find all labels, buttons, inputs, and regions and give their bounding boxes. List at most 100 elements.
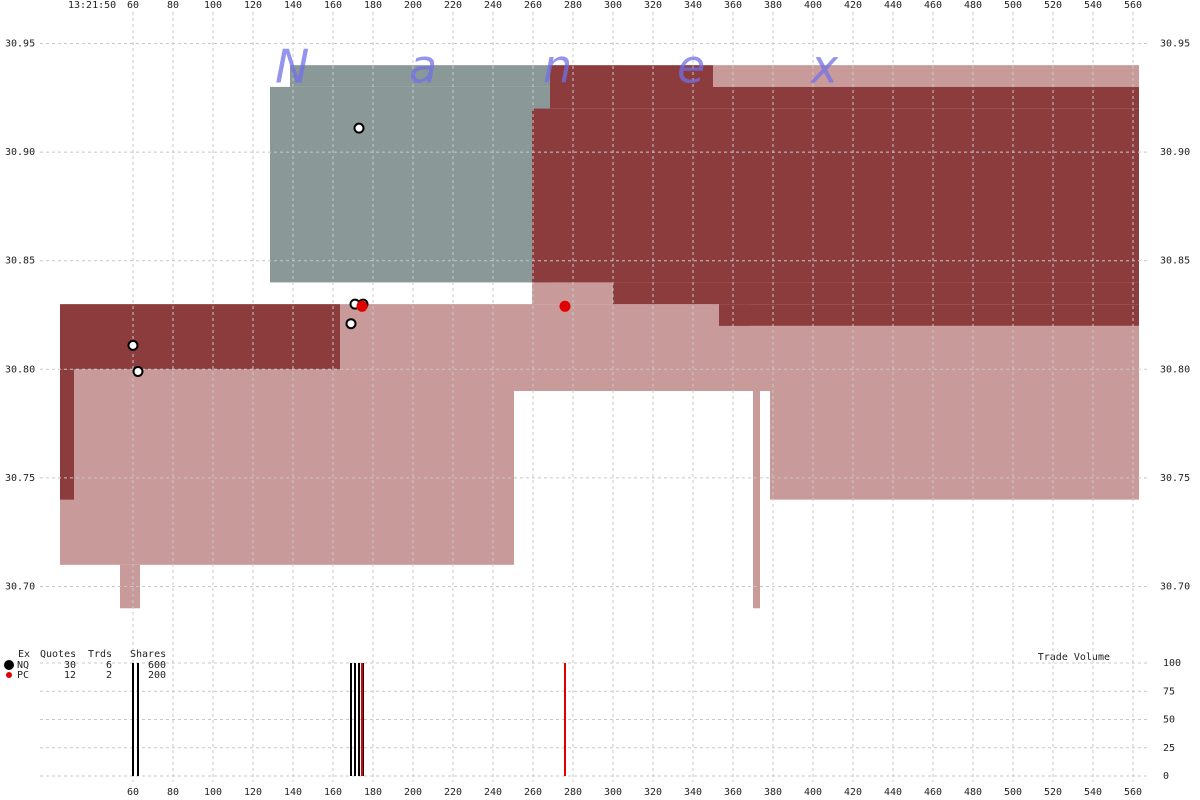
y-tick-label: 25: [1163, 743, 1175, 754]
quote-region: [60, 304, 340, 370]
x-tick-label: 380: [764, 787, 782, 798]
x-tick-label: 400: [804, 0, 822, 11]
x-tick-label: 360: [724, 787, 742, 798]
watermark: e: [677, 40, 705, 94]
x-tick-label: 80: [167, 787, 179, 798]
y-tick-label: 30.95: [5, 38, 35, 49]
quote-region: [613, 282, 1139, 305]
x-tick-label: 80: [167, 0, 179, 11]
y-tick-label: 30.75: [1160, 473, 1190, 484]
x-tick-label: 260: [524, 0, 542, 11]
legend-value: 12: [64, 670, 76, 681]
x-tick-label: 220: [444, 787, 462, 798]
x-tick-label: 560: [1124, 787, 1142, 798]
trade-marker: [356, 300, 368, 312]
y-tick-label: 30.90: [5, 147, 35, 158]
quote-region: [770, 325, 1139, 500]
quote-region: [290, 65, 550, 87]
legend-value: 2: [106, 670, 112, 681]
x-tick-label: 460: [924, 0, 942, 11]
quote-region: [713, 65, 1139, 87]
x-tick-label: 120: [244, 0, 262, 11]
x-tick-label: 540: [1084, 0, 1102, 11]
legend-marker: [4, 660, 14, 670]
x-tick-label: 440: [884, 0, 902, 11]
legend-marker: [6, 672, 12, 678]
x-tick-label: 560: [1124, 0, 1142, 11]
x-tick-label: 300: [604, 0, 622, 11]
x-tick-label: 100: [204, 787, 222, 798]
x-tick-label: 340: [684, 0, 702, 11]
quote-region: [719, 304, 1139, 326]
x-tick-label: 240: [484, 0, 502, 11]
x-tick-label: 500: [1004, 787, 1022, 798]
x-tick-label: 200: [404, 787, 422, 798]
y-tick-label: 30.85: [1160, 256, 1190, 267]
x-tick-label: 520: [1044, 0, 1062, 11]
x-tick-label: 140: [284, 787, 302, 798]
x-tick-label: 320: [644, 787, 662, 798]
quote-region: [532, 282, 613, 305]
x-tick-label: 180: [364, 787, 382, 798]
x-tick-label: 420: [844, 787, 862, 798]
x-tick-label: 60: [127, 787, 139, 798]
x-tick-label: 320: [644, 0, 662, 11]
y-tick-label: 30.90: [1160, 147, 1190, 158]
quote-region: [270, 86, 550, 283]
trade-marker: [345, 318, 357, 330]
quote-region: [340, 304, 514, 565]
x-tick-label: 140: [284, 0, 302, 11]
trade-marker: [559, 300, 571, 312]
quote-region: [514, 304, 750, 392]
quote-region: [750, 325, 770, 392]
x-tick-label: 540: [1084, 787, 1102, 798]
legend-header: Trds: [88, 649, 112, 660]
legend-value: 6: [106, 660, 112, 671]
y-tick-label: 30.80: [1160, 364, 1190, 375]
quote-region: [753, 391, 760, 609]
y-tick-label: 50: [1163, 715, 1175, 726]
watermark: a: [409, 40, 437, 94]
trade-marker: [132, 365, 144, 377]
watermark: n: [543, 40, 572, 94]
legend-header: Quotes: [40, 649, 76, 660]
x-tick-label: 340: [684, 787, 702, 798]
x-tick-label: 460: [924, 787, 942, 798]
x-tick-label: 440: [884, 787, 902, 798]
x-tick-label: 120: [244, 787, 262, 798]
x-tick-label: 500: [1004, 0, 1022, 11]
x-tick-label: 180: [364, 0, 382, 11]
y-tick-label: 0: [1163, 771, 1169, 782]
legend-header: Shares: [130, 649, 166, 660]
x-tick-label: 100: [204, 0, 222, 11]
legend-header: Ex: [18, 649, 30, 660]
x-tick-label: 360: [724, 0, 742, 11]
quote-region: [532, 108, 1139, 283]
legend-exchange: NQ: [17, 660, 29, 671]
watermark: x: [809, 40, 839, 94]
y-tick-label: 30.80: [5, 364, 35, 375]
x-tick-label: 380: [764, 0, 782, 11]
x-tick-label: 160: [324, 787, 342, 798]
quote-region: [713, 86, 1139, 109]
time-label: 13:21:50: [68, 0, 116, 11]
quote-region: [60, 369, 74, 500]
trade-marker: [353, 122, 365, 134]
x-tick-label: 480: [964, 787, 982, 798]
x-tick-label: 280: [564, 787, 582, 798]
x-tick-label: 520: [1044, 787, 1062, 798]
y-tick-label: 30.75: [5, 473, 35, 484]
y-tick-label: 100: [1163, 658, 1181, 669]
legend-value: 600: [148, 660, 166, 671]
trade-marker: [127, 339, 139, 351]
y-tick-label: 30.95: [1160, 38, 1190, 49]
legend-value: 30: [64, 660, 76, 671]
x-tick-label: 480: [964, 0, 982, 11]
y-tick-label: 30.70: [5, 582, 35, 593]
x-tick-label: 300: [604, 787, 622, 798]
x-tick-label: 60: [127, 0, 139, 11]
x-tick-label: 240: [484, 787, 502, 798]
y-tick-label: 30.70: [1160, 582, 1190, 593]
quote-region: [60, 369, 340, 565]
